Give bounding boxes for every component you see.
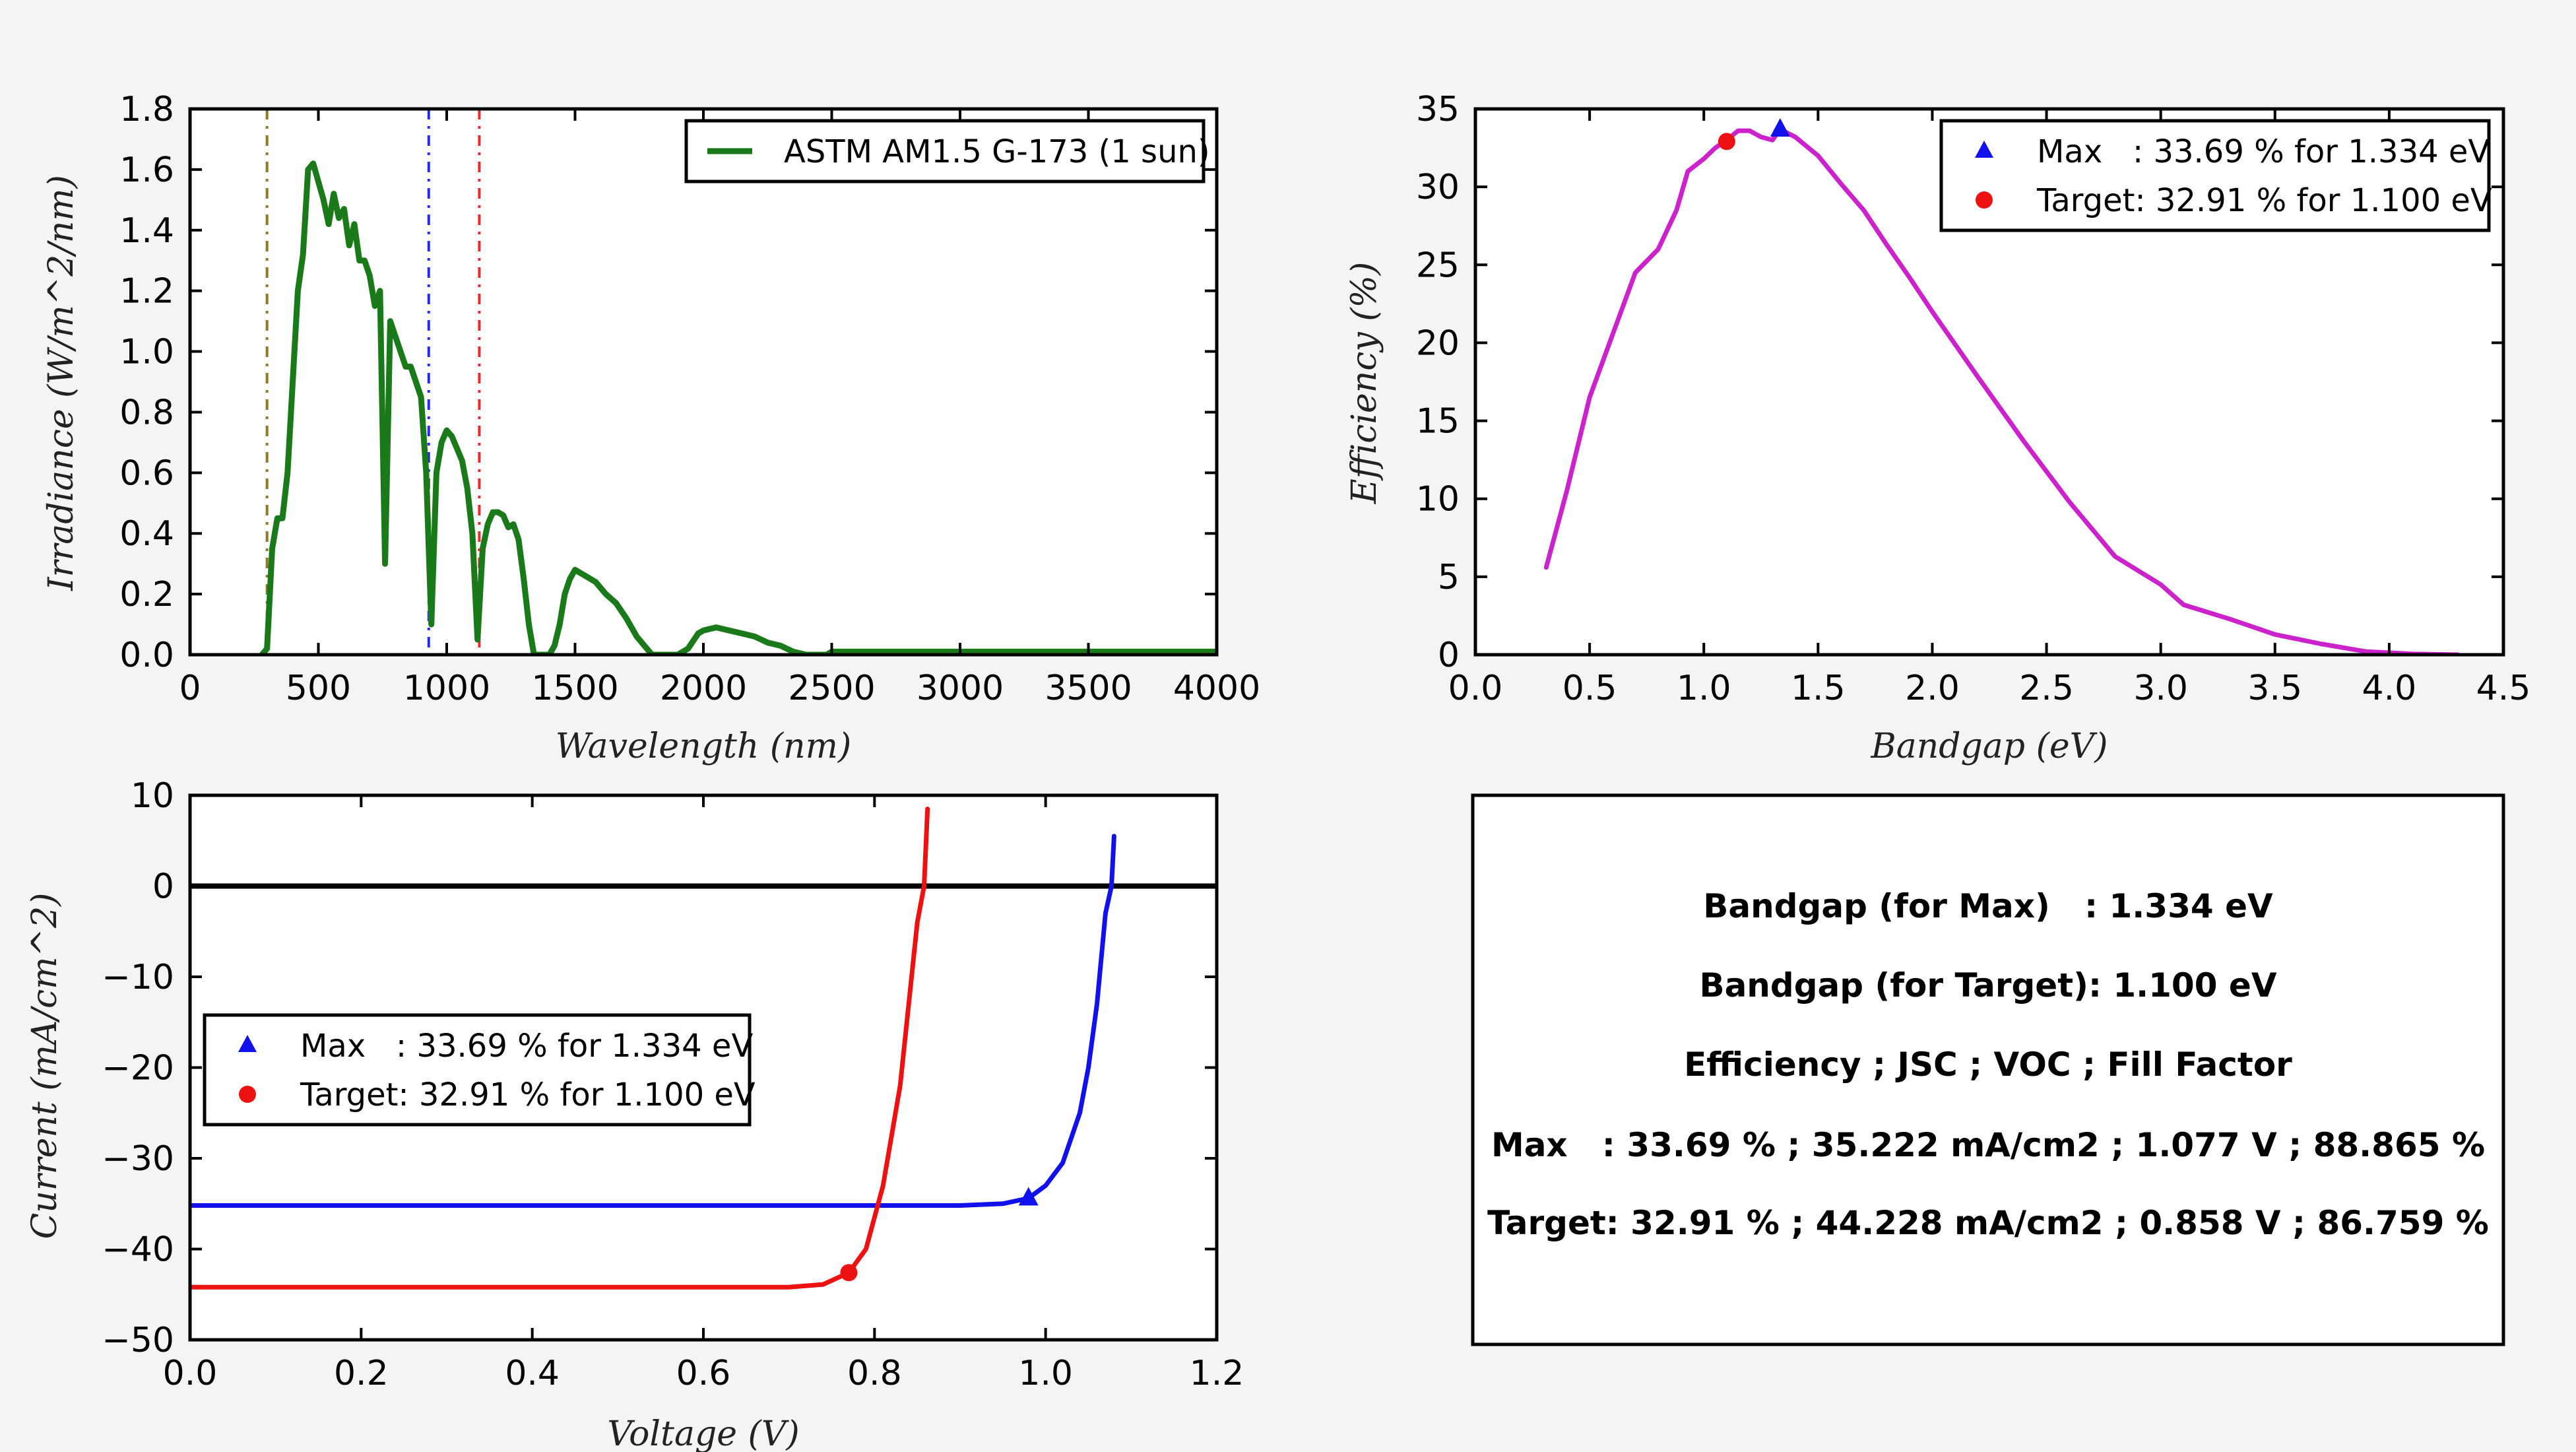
- chart-legend: Max : 33.69 % for 1.334 eV Target: 32.91 …: [203, 1013, 756, 1127]
- y-tick-label: 1.4: [119, 211, 174, 251]
- y-tick-label: −50: [102, 1321, 174, 1360]
- series-line-0: [1543, 127, 2461, 655]
- x-tick-label: 1000: [403, 669, 490, 708]
- x-tick-label: 1.0: [1677, 669, 1731, 708]
- x-tick-label: 0: [179, 669, 201, 708]
- y-axis-label: Efficiency (%): [1345, 262, 1384, 504]
- y-tick-label: 10: [1416, 480, 1460, 519]
- iv-curve-panel: 0.0 0.2 0.4 0.6 0.8 1.0 1.2 10 0 −10 −20 −30 −40 −50 V…: [25, 776, 1244, 1452]
- x-tick-label: 3.5: [2247, 669, 2302, 708]
- x-tick-label: 2.0: [1905, 669, 1960, 708]
- y-tick-label: 0.0: [119, 636, 174, 675]
- y-tick-label: 30: [1416, 168, 1460, 207]
- x-tick-label: 2.5: [2019, 669, 2074, 708]
- target-point-marker: [840, 1264, 858, 1282]
- x-tick-label: 1500: [531, 669, 618, 708]
- y-tick-label: 1.6: [119, 150, 174, 190]
- y-tick-label: −40: [102, 1230, 174, 1270]
- legend-entry-label: ASTM AM1.5 G-173 (1 sun): [784, 133, 1210, 170]
- y-tick-label: −20: [102, 1049, 174, 1088]
- legend-frame: [203, 1013, 752, 1127]
- x-tick-label: 0.8: [847, 1354, 902, 1393]
- plot-content: [259, 109, 1217, 655]
- x-tick-label: 4000: [1173, 669, 1260, 708]
- x-tick-label: 0.0: [1448, 669, 1503, 708]
- legend-entry-label: Max : 33.69 % for 1.334 eV: [2037, 133, 2490, 170]
- y-tick-label: 0.2: [119, 575, 174, 614]
- plot-content: [1543, 117, 2461, 655]
- x-tick-label: 2000: [660, 669, 747, 708]
- y-tick-label: 25: [1416, 246, 1460, 285]
- x-tick-label: 1.2: [1190, 1354, 1244, 1393]
- x-tick-label: 0.4: [505, 1354, 560, 1393]
- plot-content: [190, 807, 1217, 1290]
- plot-area: [190, 109, 1217, 655]
- y-tick-label: 10: [131, 776, 174, 816]
- info-line-target-metrics: Target: 32.91 % ; 44.228 mA/cm2 ; 0.858 …: [1487, 1204, 2489, 1242]
- info-line-max-metrics: Max : 33.69 % ; 35.222 mA/cm2 ; 1.077 V …: [1491, 1126, 2485, 1164]
- info-line-bandgap-target: Bandgap (for Target): 1.100 eV: [1699, 966, 2276, 1005]
- x-tick-label: 4.0: [2362, 669, 2417, 708]
- x-tick-label: 1.5: [1791, 669, 1846, 708]
- x-tick-label: 1.0: [1018, 1354, 1073, 1393]
- x-tick-label: 3500: [1045, 669, 1132, 708]
- max-point-marker: [1018, 1187, 1039, 1206]
- legend-entry-label: Target: 32.91 % for 1.100 eV: [2036, 182, 2492, 219]
- series-line-1: [190, 807, 930, 1290]
- y-tick-label: 1.2: [119, 272, 174, 312]
- summary-info-frame: [1471, 793, 2505, 1346]
- y-axis-label: Irradiance (W/m^2/nm): [42, 175, 81, 591]
- info-line-bandgap-max: Bandgap (for Max) : 1.334 eV: [1703, 887, 2273, 925]
- x-tick-label: 4.5: [2476, 669, 2531, 708]
- y-tick-label: 0: [152, 867, 174, 907]
- y-tick-label: 1.0: [119, 333, 174, 372]
- max-point-marker: [1770, 117, 1790, 137]
- irradiance-spectrum-panel: 0 500 1000 1500 2000 2500 3000 3500 4000 0.0 0.2 0.…: [42, 90, 1260, 766]
- legend-target-marker: [239, 1086, 256, 1103]
- legend-frame: [1939, 119, 2491, 232]
- y-tick-label: 0.6: [119, 453, 174, 493]
- x-tick-label: 0.0: [163, 1354, 218, 1393]
- info-line-header: Efficiency ; JSC ; VOC ; Fill Factor: [1684, 1045, 2292, 1084]
- x-axis-label: Wavelength (nm): [556, 727, 852, 766]
- y-tick-label: 20: [1416, 323, 1460, 363]
- y-tick-label: 35: [1416, 90, 1460, 129]
- legend-frame: [684, 119, 1206, 183]
- x-tick-label: 0.2: [334, 1354, 389, 1393]
- series-line-0: [259, 160, 1217, 655]
- legend-entry-label: Max : 33.69 % for 1.334 eV: [300, 1028, 753, 1065]
- y-tick-label: 1.8: [119, 90, 174, 129]
- x-axis-label: Voltage (V): [607, 1414, 799, 1452]
- legend-target-marker: [1976, 191, 1993, 209]
- y-tick-label: −30: [102, 1139, 174, 1179]
- plot-frame: [1473, 107, 2505, 657]
- chart-legend: ASTM AM1.5 G-173 (1 sun): [684, 119, 1210, 183]
- y-tick-label: 5: [1438, 558, 1460, 597]
- x-tick-label: 2500: [788, 669, 875, 708]
- summary-info-panel: Bandgap (for Max) : 1.334 eV Bandgap (fo…: [1471, 793, 2505, 1346]
- y-tick-label: 0.8: [119, 393, 174, 432]
- legend-max-marker: [1975, 141, 1993, 158]
- y-tick-label: 15: [1416, 402, 1460, 442]
- x-axis-label: Bandgap (eV): [1871, 727, 2108, 766]
- y-tick-label: −10: [102, 958, 174, 997]
- y-axis-label: Current (mA/cm^2): [25, 893, 65, 1239]
- x-tick-label: 0.5: [1562, 669, 1617, 708]
- legend-max-marker: [238, 1035, 257, 1052]
- x-tick-label: 0.6: [676, 1354, 731, 1393]
- y-tick-label: 0: [1438, 636, 1460, 675]
- x-tick-label: 3000: [917, 669, 1004, 708]
- efficiency-vs-bandgap-panel: 0.0 0.5 1.0 1.5 2.0 2.5 3.0 3.5 4.0 4.5 0 5 10 15 20 25…: [1345, 90, 2530, 766]
- target-point-marker: [1718, 133, 1735, 150]
- y-tick-label: 0.4: [119, 514, 174, 554]
- legend-entry-label: Target: 32.91 % for 1.100 eV: [300, 1076, 756, 1113]
- x-tick-label: 500: [286, 669, 351, 708]
- chart-legend: Max : 33.69 % for 1.334 eV Target: 32.91 …: [1939, 119, 2492, 232]
- series-line-0: [190, 834, 1116, 1208]
- x-tick-label: 3.0: [2133, 669, 2188, 708]
